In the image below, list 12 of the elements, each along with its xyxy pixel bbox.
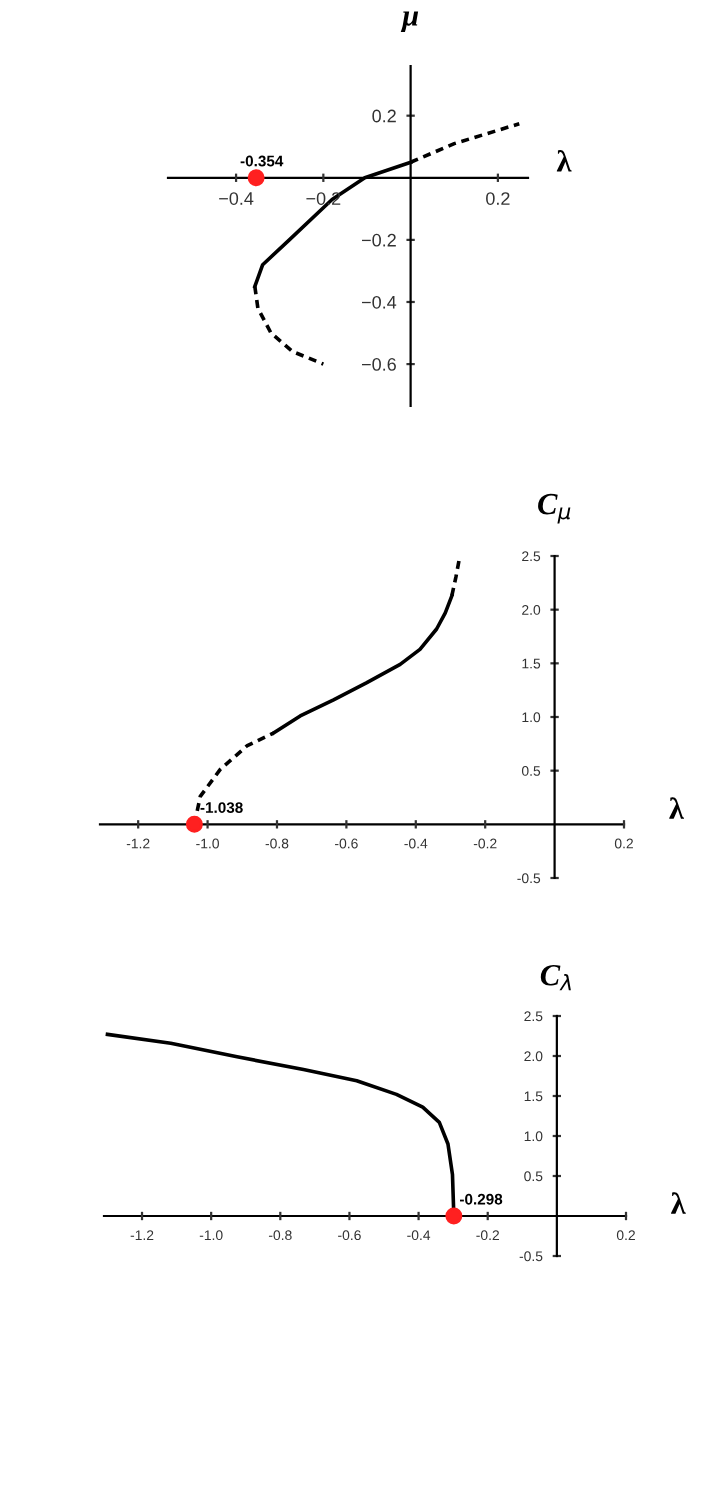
y-tick-label: 0.2 <box>372 109 396 123</box>
x-axis-title: λ <box>556 150 572 172</box>
y-axis-title: μ <box>400 11 419 32</box>
x-axis-title: λ <box>671 1192 686 1214</box>
x-tick-label: −0.4 <box>219 192 254 205</box>
y-tick-label: −0.4 <box>361 295 397 309</box>
y-tick-label: −0.2 <box>361 233 396 247</box>
x-axis-title: λ <box>669 797 684 819</box>
y-tick-label: −0.6 <box>361 358 396 371</box>
y-axis-title: C$_{μ}$ <box>538 493 571 524</box>
x-tick-label: 0.2 <box>486 192 510 205</box>
y-axis-title: C$_{λ}$ <box>540 965 571 991</box>
